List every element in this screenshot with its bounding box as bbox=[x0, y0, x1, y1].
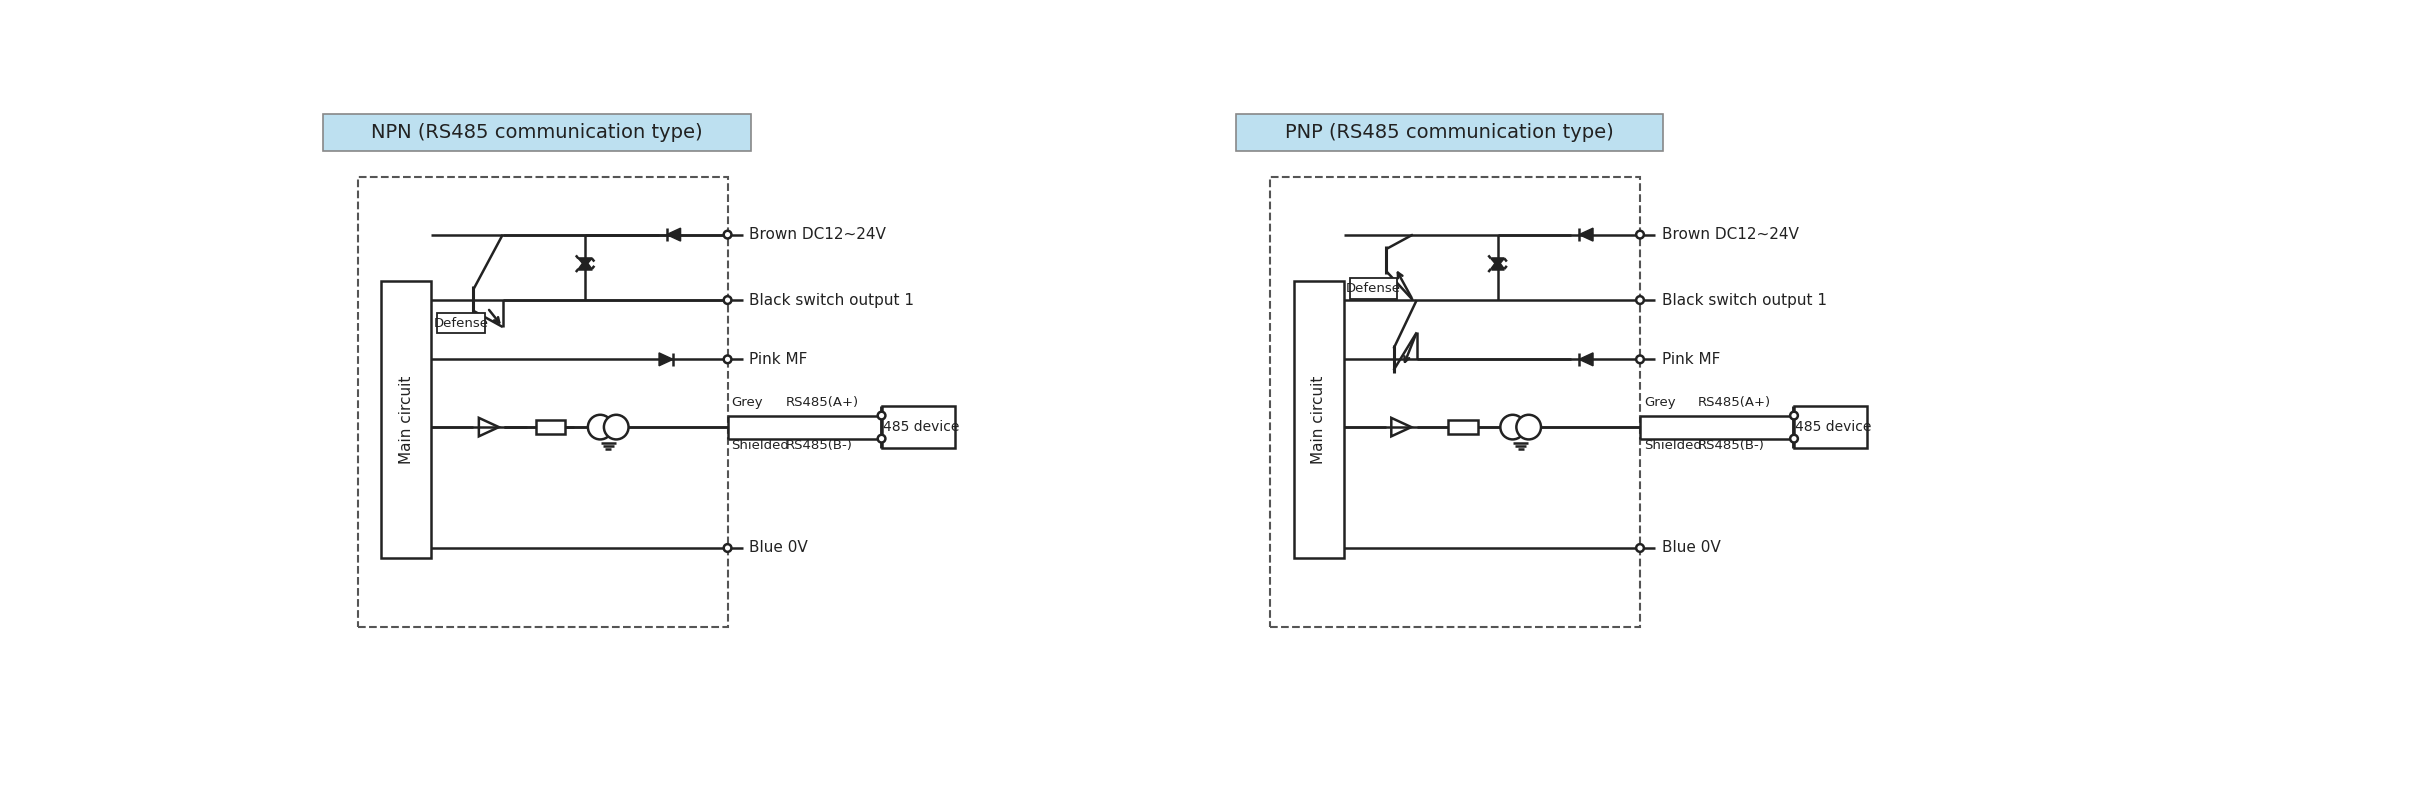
Text: Brown DC12~24V: Brown DC12~24V bbox=[749, 227, 886, 242]
Polygon shape bbox=[577, 258, 592, 266]
Polygon shape bbox=[577, 260, 592, 269]
Text: Pink MF: Pink MF bbox=[749, 352, 807, 367]
Circle shape bbox=[1637, 296, 1645, 304]
Text: Blue 0V: Blue 0V bbox=[749, 541, 809, 555]
Text: RS485(B-): RS485(B-) bbox=[785, 438, 852, 452]
Text: Grey: Grey bbox=[732, 395, 763, 409]
Bar bbox=[1350, 278, 1398, 298]
Circle shape bbox=[724, 544, 732, 552]
Polygon shape bbox=[1490, 260, 1505, 269]
Text: Shielded: Shielded bbox=[1645, 438, 1703, 452]
Text: RS485(A+): RS485(A+) bbox=[1698, 395, 1770, 409]
Polygon shape bbox=[1579, 353, 1594, 366]
Text: 485 device: 485 device bbox=[1794, 420, 1872, 434]
Text: Black switch output 1: Black switch output 1 bbox=[1662, 293, 1826, 307]
Circle shape bbox=[724, 230, 732, 238]
Circle shape bbox=[1517, 414, 1541, 439]
Circle shape bbox=[1790, 412, 1797, 419]
Text: Defense: Defense bbox=[1345, 282, 1401, 295]
Text: Defense: Defense bbox=[435, 317, 488, 330]
Bar bbox=[1270, 177, 1640, 627]
Bar bbox=[324, 114, 751, 151]
Bar bbox=[382, 281, 432, 558]
Text: PNP (RS485 communication type): PNP (RS485 communication type) bbox=[1285, 123, 1613, 142]
Circle shape bbox=[877, 434, 886, 442]
Circle shape bbox=[1500, 414, 1524, 439]
Circle shape bbox=[724, 296, 732, 304]
Text: RS485(B-): RS485(B-) bbox=[1698, 438, 1765, 452]
Bar bbox=[1236, 114, 1664, 151]
Bar bbox=[1794, 406, 1867, 448]
Text: Shielded: Shielded bbox=[732, 438, 790, 452]
Text: Pink MF: Pink MF bbox=[1662, 352, 1719, 367]
Bar bbox=[1294, 281, 1343, 558]
Text: Main circuit: Main circuit bbox=[1311, 375, 1326, 463]
Text: Black switch output 1: Black switch output 1 bbox=[749, 293, 915, 307]
Bar bbox=[881, 406, 954, 448]
Circle shape bbox=[587, 414, 613, 439]
Bar bbox=[357, 177, 727, 627]
Circle shape bbox=[1790, 434, 1797, 442]
Circle shape bbox=[1637, 355, 1645, 363]
Polygon shape bbox=[1579, 228, 1594, 241]
Circle shape bbox=[1637, 544, 1645, 552]
Polygon shape bbox=[1490, 258, 1505, 266]
Bar bbox=[536, 420, 565, 434]
Bar bbox=[437, 313, 485, 333]
Text: 485 device: 485 device bbox=[884, 420, 959, 434]
Text: Brown DC12~24V: Brown DC12~24V bbox=[1662, 227, 1799, 242]
Circle shape bbox=[724, 355, 732, 363]
Text: Blue 0V: Blue 0V bbox=[1662, 541, 1719, 555]
Bar bbox=[1449, 420, 1478, 434]
Circle shape bbox=[604, 414, 628, 439]
Polygon shape bbox=[659, 353, 674, 366]
Circle shape bbox=[1637, 230, 1645, 238]
Text: NPN (RS485 communication type): NPN (RS485 communication type) bbox=[372, 123, 703, 142]
Text: Grey: Grey bbox=[1645, 395, 1676, 409]
Text: RS485(A+): RS485(A+) bbox=[785, 395, 857, 409]
Polygon shape bbox=[667, 228, 681, 241]
Circle shape bbox=[877, 412, 886, 419]
Text: Main circuit: Main circuit bbox=[398, 375, 413, 463]
